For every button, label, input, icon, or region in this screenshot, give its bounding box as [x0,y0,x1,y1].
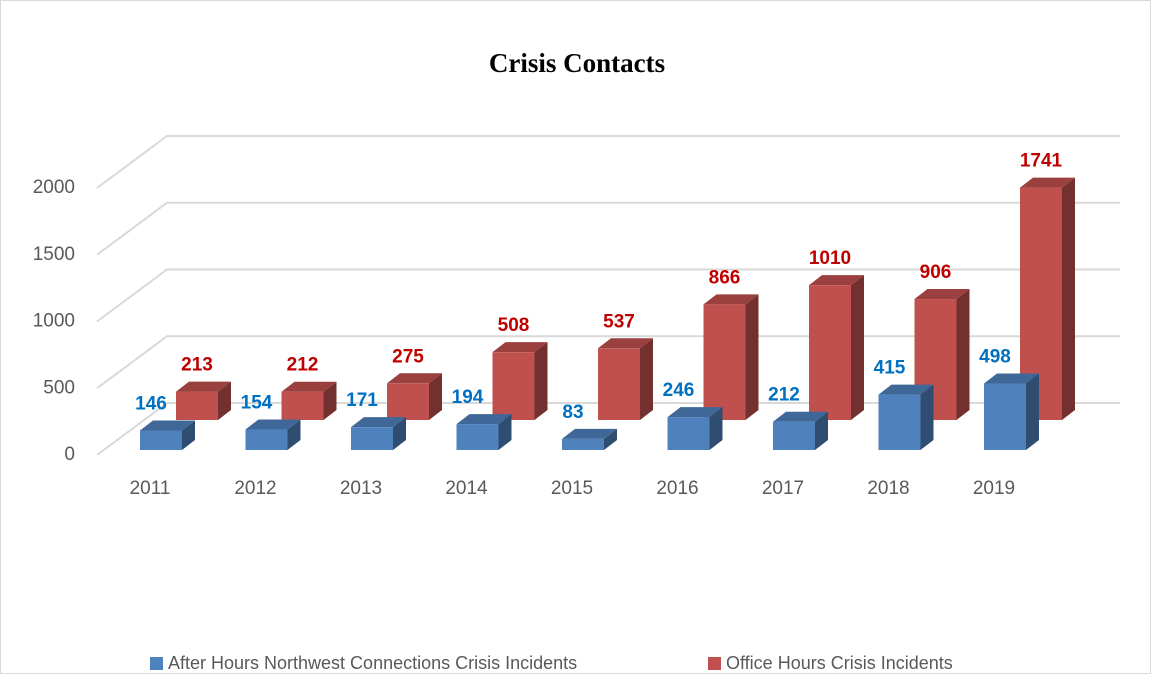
bar [809,285,851,420]
bar-side [745,294,759,420]
legend-swatch [708,657,721,670]
data-label: 171 [346,390,378,411]
bar-side [218,381,231,420]
bar-side [429,373,442,420]
bar-top [703,294,759,305]
bar [456,424,499,450]
bar-top [914,289,970,300]
bar-top [140,420,195,431]
y-tick-label: 1000 [33,311,75,332]
legend-label: Office Hours Crisis Incidents [726,653,953,673]
grid-line [96,268,1120,323]
bar-side [1062,177,1075,420]
y-tick-label: 2000 [33,177,75,198]
bar-top [281,381,337,392]
bar-side [182,420,195,450]
x-tick-label: 2016 [656,478,698,499]
bar-side [815,411,828,450]
data-label: 508 [498,315,530,336]
bar [703,304,746,420]
bar [176,391,218,420]
legend-swatch [150,657,163,670]
grid-line [96,135,1120,189]
bar-top [492,342,548,353]
bar-top [562,428,617,439]
x-tick-label: 2017 [762,478,804,499]
bar [281,391,324,420]
bar-top [878,384,934,395]
bar-side [956,289,970,420]
bar-side [920,384,934,450]
grid-line [96,201,1120,256]
data-label: 537 [603,311,635,332]
y-tick-label: 0 [64,444,75,465]
data-label: 83 [562,402,583,423]
data-label: 415 [874,358,906,379]
x-tick-label: 2014 [445,478,488,499]
bar-side [604,428,617,450]
bar-top [598,338,653,349]
bar-top [176,381,231,392]
bar-top [1020,177,1075,188]
bar-side [287,419,301,450]
bar-top [245,419,301,430]
bar-top [351,417,406,428]
legend-label: After Hours Northwest Connections Crisis… [168,653,577,673]
bar-side [709,407,723,450]
bar-top [667,407,723,418]
bar-side [393,417,406,450]
bar-side [498,414,512,450]
bar [667,417,710,450]
x-tick-label: 2012 [234,478,276,499]
data-label: 213 [181,355,213,376]
data-label: 1741 [1020,151,1063,172]
data-label: 1010 [809,248,851,269]
data-label: 906 [920,262,952,283]
y-tick-label: 1500 [33,244,75,265]
y-tick-label: 500 [43,377,75,398]
bar [984,383,1026,450]
x-tick-label: 2011 [130,478,171,499]
bar-top [387,373,442,384]
bar [598,348,640,420]
data-label: 194 [452,387,484,408]
bar [245,429,288,450]
data-label: 154 [241,392,273,413]
bar-side [1026,373,1039,450]
bar [878,394,921,450]
bar-top [984,373,1039,384]
bar-top [456,414,512,425]
x-tick-label: 2013 [340,478,382,499]
bar-side [534,342,548,420]
x-tick-label: 2018 [867,478,909,499]
chart-title: Crisis Contacts [489,48,665,78]
bar-side [640,338,653,420]
data-label: 275 [392,346,424,367]
bar [562,438,604,450]
bar-top [773,411,828,422]
grid-line [96,335,1120,390]
x-tick-label: 2019 [973,478,1015,499]
bar [351,427,393,450]
data-label: 246 [663,380,695,401]
data-label: 498 [979,347,1011,368]
bar [387,383,429,420]
bar-side [323,381,337,420]
bar [773,421,815,450]
data-label: 212 [768,385,800,406]
grid-line [96,402,1120,456]
data-label: 146 [135,394,167,415]
bar [140,430,182,450]
x-tick-label: 2015 [551,478,593,499]
data-label: 212 [287,355,319,376]
bar-top [809,275,864,286]
bar-side [851,275,864,420]
data-label: 866 [709,267,741,288]
bar [492,352,535,420]
